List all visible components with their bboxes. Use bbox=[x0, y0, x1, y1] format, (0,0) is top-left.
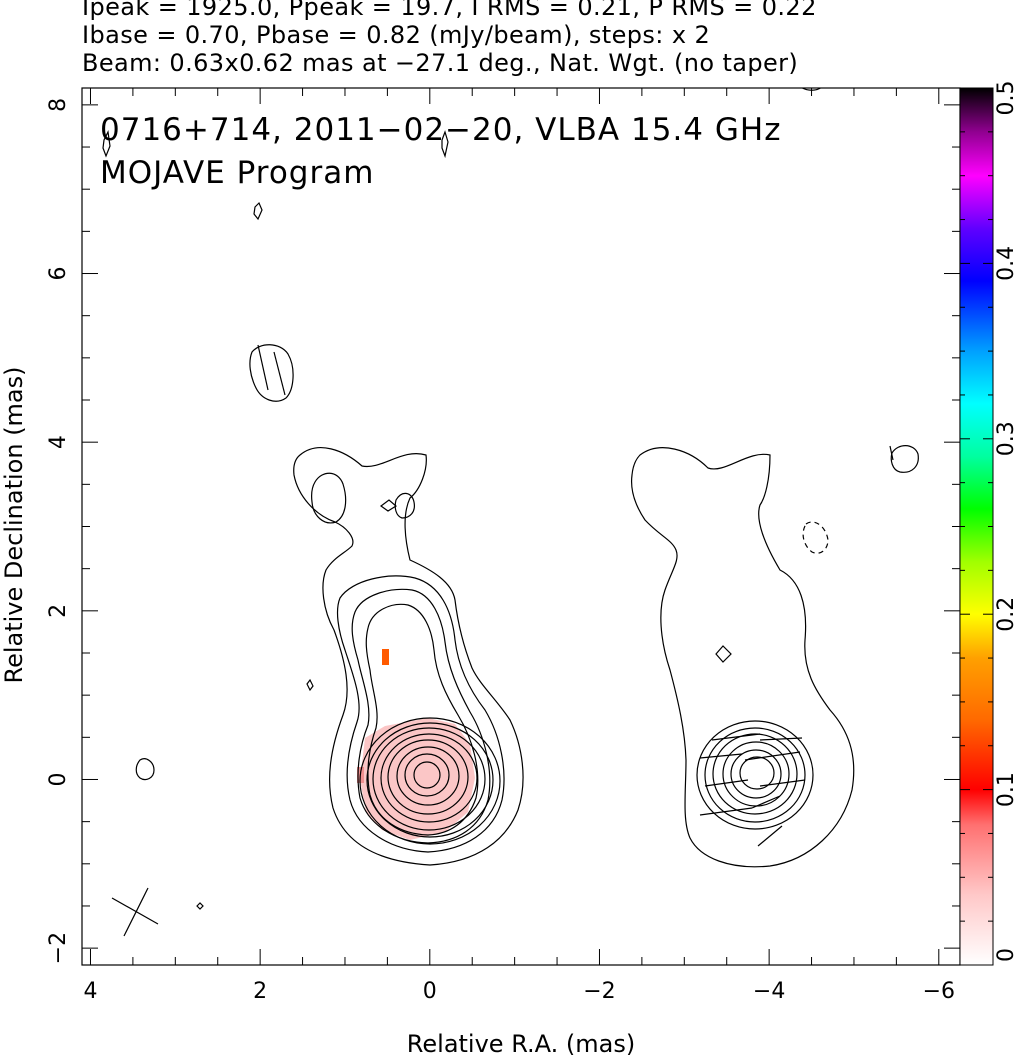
colorbar-tick-label: 0.1 bbox=[994, 772, 1019, 807]
noise-contour-2 bbox=[102, 130, 111, 158]
evpa-sticks bbox=[699, 733, 806, 847]
core-contour-8 bbox=[380, 733, 478, 823]
pol-core-contour-1 bbox=[696, 720, 814, 830]
blob-contour-east bbox=[135, 758, 155, 781]
chart-title: 0716+714, 2011−02−20, VLBA 15.4 GHz bbox=[100, 112, 781, 148]
pol-core-contour-6 bbox=[739, 756, 775, 790]
beam-cross bbox=[111, 887, 159, 937]
polarized-diamond-contour bbox=[715, 645, 732, 663]
x-tick-label: 0 bbox=[423, 979, 437, 1004]
evpa-stick bbox=[751, 795, 781, 809]
y-tick-label: 6 bbox=[46, 267, 71, 281]
evpa-stick bbox=[699, 807, 753, 816]
header-peak-values: Ipeak = 1925.0, Ppeak = 19.7, I RMS = 0.… bbox=[82, 0, 817, 21]
colorbar-tick-label: 0.3 bbox=[994, 421, 1019, 456]
evpa-stick bbox=[744, 751, 801, 761]
polarized-outer-contour bbox=[630, 447, 855, 868]
colorbar-tick-label: 0.5 bbox=[994, 81, 1019, 116]
evpa-stick bbox=[759, 779, 806, 787]
jet-knot-tiny-contour bbox=[379, 499, 398, 512]
y-tick-label: 0 bbox=[46, 772, 71, 786]
core-contour-11 bbox=[404, 753, 450, 797]
evpa-stick bbox=[759, 737, 803, 741]
pol-core-contour-5 bbox=[730, 749, 782, 799]
jet-polarization-pixel bbox=[382, 649, 389, 665]
intensity-contour-3 bbox=[351, 588, 491, 844]
core-contour-12 bbox=[413, 761, 441, 789]
blob-stick-1 bbox=[257, 344, 269, 391]
y-tick-label: 2 bbox=[46, 604, 71, 618]
axis-ticks: 4 2 0 −2 −4 −6 −2 0 2 4 6 8 0 0.1 0.2 0.3 0.4 0.5 bbox=[46, 81, 1019, 1005]
colorbar-tick-label: 0.2 bbox=[994, 597, 1019, 632]
y-axis-label: Relative Declination (mas) bbox=[0, 366, 28, 683]
x-tick-label: −2 bbox=[583, 979, 615, 1004]
core-contour-5 bbox=[359, 717, 501, 845]
evpa-stick bbox=[711, 733, 761, 741]
polarized-blob-contour bbox=[890, 445, 919, 473]
noise-contour-4 bbox=[306, 678, 314, 692]
evpa-stick bbox=[699, 753, 743, 759]
pol-core-contour-2 bbox=[704, 727, 806, 823]
evpa-stick bbox=[757, 825, 783, 847]
header-beam-info: Beam: 0.63x0.62 mas at −27.1 deg., Nat. … bbox=[82, 49, 799, 77]
polarized-dashed-contour bbox=[802, 521, 829, 554]
intensity-contour-4 bbox=[365, 603, 479, 836]
x-tick-label: −6 bbox=[923, 979, 955, 1004]
intensity-contours bbox=[102, 88, 822, 910]
noise-contour-5 bbox=[196, 902, 204, 910]
chart-subtitle: MOJAVE Program bbox=[100, 155, 374, 191]
jet-knot-small-contour bbox=[394, 492, 415, 519]
core-contour-9 bbox=[387, 739, 469, 815]
polarized-noise-stick bbox=[889, 445, 894, 461]
colorbar-tick-label: 0 bbox=[994, 948, 1019, 962]
x-tick-label: 4 bbox=[83, 979, 97, 1004]
y-tick-label: −2 bbox=[46, 932, 71, 964]
x-axis-label: Relative R.A. (mas) bbox=[407, 1030, 635, 1058]
x-tick-label: 2 bbox=[253, 979, 267, 1004]
core-contour-10 bbox=[396, 746, 460, 806]
y-tick-label: 4 bbox=[46, 435, 71, 449]
intensity-outer-contour bbox=[293, 447, 524, 866]
noise-contour-1 bbox=[253, 201, 263, 221]
blob-stick-2 bbox=[273, 351, 286, 396]
blob-contour-west bbox=[249, 344, 294, 402]
y-tick-label: 8 bbox=[46, 98, 71, 112]
polarized-contours bbox=[630, 445, 919, 868]
jet-knot-contour bbox=[311, 472, 347, 524]
pol-core-contour-3 bbox=[712, 733, 798, 815]
core-contour-6 bbox=[366, 722, 494, 838]
colorbar-tick-label: 0.4 bbox=[994, 246, 1019, 281]
polarization-fraction-overlay bbox=[357, 649, 475, 840]
intensity-contour-2 bbox=[336, 575, 505, 853]
plot-frame bbox=[81, 87, 961, 966]
x-tick-label: −4 bbox=[753, 979, 785, 1004]
header-base-values: Ibase = 0.70, Pbase = 0.82 (mJy/beam), s… bbox=[82, 21, 711, 49]
core-contour-7 bbox=[372, 727, 486, 831]
noise-contour-3 bbox=[441, 130, 449, 159]
evpa-stick bbox=[704, 779, 749, 787]
